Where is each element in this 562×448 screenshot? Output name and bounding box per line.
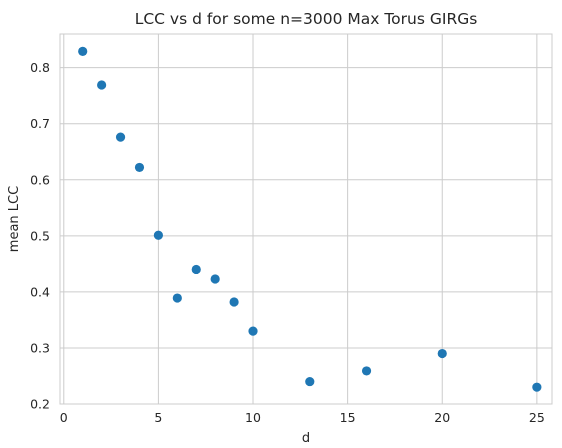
scatter-point: [78, 47, 87, 56]
x-tick-label: 20: [434, 410, 450, 425]
scatter-point: [229, 297, 238, 306]
chart-title: LCC vs d for some n=3000 Max Torus GIRGs: [135, 10, 478, 28]
y-tick-label: 0.6: [30, 172, 50, 187]
grid: [60, 34, 552, 404]
scatter-point: [362, 366, 371, 375]
scatter-point: [97, 80, 106, 89]
y-tick-label: 0.8: [30, 60, 50, 75]
scatter-point: [173, 293, 182, 302]
scatter-point: [532, 383, 541, 392]
x-tick-label: 5: [154, 410, 162, 425]
scatter-point: [305, 377, 314, 386]
scatter-point: [116, 133, 125, 142]
y-tick-label: 0.4: [30, 284, 50, 299]
scatter-point: [438, 349, 447, 358]
x-tick-label: 15: [340, 410, 356, 425]
y-tick-label: 0.7: [30, 116, 50, 131]
x-tick-labels: 0 5 10 15 20 25: [60, 410, 545, 425]
x-tick-label: 25: [529, 410, 545, 425]
scatter-point: [192, 265, 201, 274]
y-tick-labels: 0.2 0.3 0.4 0.5 0.6 0.7 0.8: [30, 60, 50, 411]
scatter-point: [154, 231, 163, 240]
x-tick-label: 10: [245, 410, 261, 425]
scatter-point: [248, 327, 257, 336]
y-tick-label: 0.5: [30, 228, 50, 243]
scatter-points: [78, 47, 541, 392]
plot-frame: [60, 34, 552, 404]
x-axis-label: d: [302, 431, 310, 446]
y-tick-label: 0.2: [30, 397, 50, 412]
y-axis-label: mean LCC: [7, 186, 22, 252]
scatter-point: [135, 163, 144, 172]
y-tick-label: 0.3: [30, 340, 50, 355]
x-tick-label: 0: [60, 410, 68, 425]
scatter-point: [211, 274, 220, 283]
